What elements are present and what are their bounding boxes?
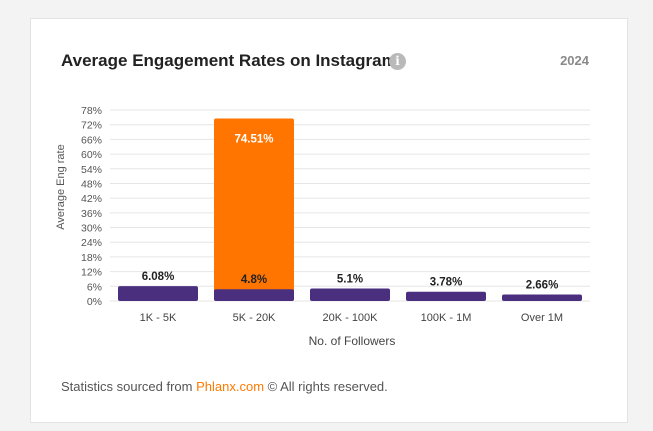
y-axis-ticks: 0% 6% 12% 18% 24% 30% 36% 42% 48% 54% 60% 66% 72% 78% bbox=[81, 105, 102, 308]
info-icon[interactable]: i bbox=[389, 53, 406, 70]
footer-brand-link[interactable]: Phlanx.com bbox=[196, 379, 265, 394]
x-tick-label: 1K - 5K bbox=[140, 312, 177, 324]
highlight-bar-label: 74.51% bbox=[234, 134, 273, 146]
x-tick-label: 100K - 1M bbox=[421, 312, 472, 324]
y-tick-label: 54% bbox=[81, 164, 102, 176]
x-tick-label: Over 1M bbox=[521, 312, 563, 324]
x-tick-label: 5K - 20K bbox=[233, 312, 276, 324]
y-tick-label: 48% bbox=[81, 178, 102, 190]
grid-lines bbox=[110, 109, 590, 302]
y-tick-label: 36% bbox=[81, 208, 102, 220]
x-axis-label: No. of Followers bbox=[309, 334, 396, 348]
y-tick-label: 30% bbox=[81, 223, 102, 235]
y-tick-label: 18% bbox=[81, 252, 102, 264]
y-tick-label: 66% bbox=[81, 134, 102, 146]
bar-value-label: 6.08% bbox=[142, 271, 175, 283]
y-tick-label: 24% bbox=[81, 237, 102, 249]
bar-value-label: 2.66% bbox=[526, 279, 559, 291]
chart-title: Average Engagement Rates on Instagram bbox=[61, 51, 397, 70]
bar[interactable] bbox=[118, 286, 198, 301]
y-tick-label: 42% bbox=[81, 193, 102, 205]
footer-credit: Statistics sourced from Phlanx.com © All… bbox=[61, 379, 388, 394]
y-tick-label: 0% bbox=[87, 296, 102, 308]
bar[interactable] bbox=[502, 294, 582, 301]
y-tick-label: 78% bbox=[81, 105, 102, 117]
bar[interactable] bbox=[310, 288, 390, 301]
bar-value-label: 3.78% bbox=[430, 277, 463, 289]
highlight-bar[interactable] bbox=[214, 118, 294, 302]
chart-card: Average Engagement Rates on Instagram i … bbox=[30, 18, 628, 423]
bar-value-label: 5.1% bbox=[337, 274, 363, 286]
footer-suffix: © All rights reserved. bbox=[264, 379, 388, 394]
y-tick-label: 12% bbox=[81, 267, 102, 279]
bar[interactable] bbox=[214, 289, 294, 301]
y-tick-label: 72% bbox=[81, 120, 102, 132]
y-tick-label: 6% bbox=[87, 281, 102, 293]
year-label: 2024 bbox=[560, 53, 589, 68]
y-tick-label: 60% bbox=[81, 149, 102, 161]
y-axis-label: Average Eng rate bbox=[55, 144, 67, 229]
bar[interactable] bbox=[406, 291, 486, 301]
x-tick-label: 20K - 100K bbox=[322, 312, 378, 324]
bar-chart: 0% 6% 12% 18% 24% 30% 36% 42% 48% 54% 60% 66% 72% 78%… bbox=[55, 105, 590, 348]
x-axis-ticks: 1K - 5K 5K - 20K 20K - 100K 100K - 1M Over 1… bbox=[140, 312, 563, 324]
bars: 6.08% 74.51% 4.8% 5.1% 3.78% 2.66% bbox=[118, 118, 582, 302]
footer-prefix: Statistics sourced from bbox=[61, 379, 197, 394]
bar-value-label: 4.8% bbox=[241, 274, 267, 286]
